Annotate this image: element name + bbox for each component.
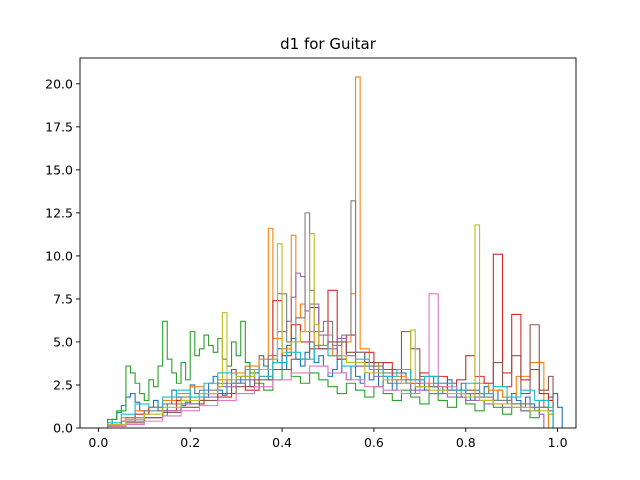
y-tick-label: 7.5 — [53, 291, 73, 306]
series-layer — [107, 76, 563, 428]
y-tick-label: 20.0 — [45, 76, 73, 91]
x-tick-label: 0.2 — [180, 435, 200, 450]
y-tick-label: 15.0 — [45, 162, 73, 177]
histogram-series-4 — [107, 253, 554, 428]
x-tick-label: 0.8 — [456, 435, 476, 450]
y-axis-ticks: 0.0 2.5 5.0 7.5 10.0 12.5 15.0 17.5 20.0 — [45, 76, 80, 436]
y-tick-label: 17.5 — [45, 119, 73, 134]
histogram-series-1 — [107, 337, 563, 428]
y-tick-label: 0.0 — [53, 421, 73, 436]
histogram-series-5 — [107, 272, 545, 428]
y-tick-label: 12.5 — [45, 205, 73, 220]
x-tick-label: 0.4 — [272, 435, 292, 450]
y-tick-label: 5.0 — [53, 334, 73, 349]
x-tick-label: 0.0 — [88, 435, 108, 450]
x-tick-label: 1.0 — [548, 435, 568, 450]
y-tick-label: 2.5 — [53, 377, 73, 392]
histogram-series-9 — [107, 224, 554, 428]
x-axis-ticks: 0.0 0.2 0.4 0.6 0.8 1.0 — [88, 428, 568, 450]
y-tick-label: 10.0 — [45, 248, 73, 263]
plot-frame — [79, 57, 577, 429]
x-tick-label: 0.6 — [364, 435, 384, 450]
chart-title: d1 for Guitar — [280, 35, 377, 53]
histogram-series-10 — [107, 344, 554, 428]
histogram-series-6 — [107, 324, 554, 428]
